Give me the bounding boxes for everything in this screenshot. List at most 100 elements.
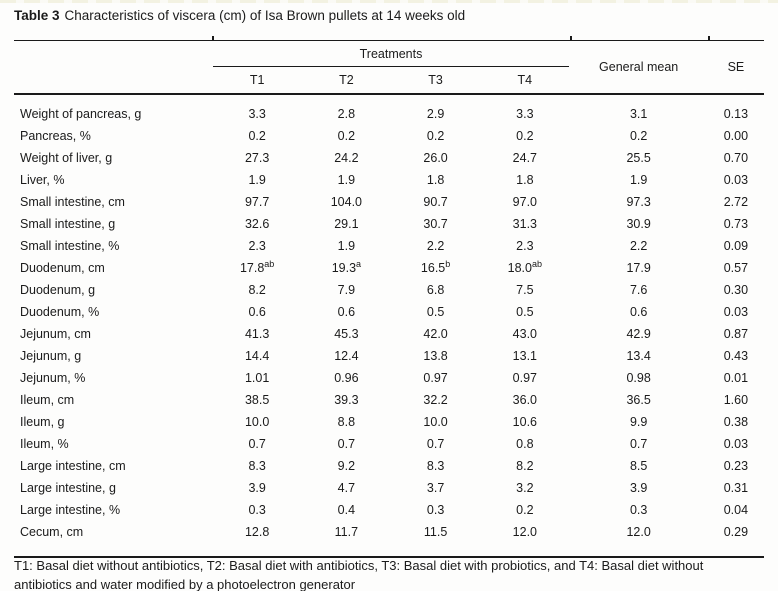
treatment-value-cell: 4.7 <box>337 481 356 495</box>
treatment-value-cell: 2.2 <box>426 239 445 253</box>
table-row: Large intestine, cm 8.3 9.2 8.3 8.2 8.5 0.23 <box>14 455 764 477</box>
treatment-value-cell: 2.3 <box>248 239 266 253</box>
treatment-value-cell: 14.4 <box>244 349 270 363</box>
table-row: Weight of liver, g 27.3 24.2 26.0 24.7 25.5 0.… <box>14 147 764 169</box>
row-label: Jejunum, cm <box>20 327 91 341</box>
table-row: Small intestine, cm 97.7 104.0 90.7 97.0 97.3… <box>14 191 764 213</box>
header-corner-cell <box>14 40 213 95</box>
general-mean-cell: 0.2 <box>629 129 648 143</box>
row-label: Small intestine, cm <box>20 195 125 209</box>
se-cell: 0.03 <box>723 437 749 451</box>
row-label: Duodenum, g <box>20 283 96 297</box>
treatment-value-cell: 32.6 <box>244 217 270 231</box>
table-row: Duodenum, cm 17.8ab 19.3a 16.5b 18.0ab 17.9 0.… <box>14 257 764 279</box>
treatment-value-cell: 7.5 <box>516 283 534 297</box>
row-label: Small intestine, g <box>20 217 116 231</box>
table-caption-text: Characteristics of viscera (cm) of Isa B… <box>64 8 466 23</box>
treatment-value-cell: 16.5b <box>420 258 451 275</box>
treatment-value-cell: 32.2 <box>423 393 448 407</box>
row-label: Large intestine, cm <box>20 459 126 473</box>
row-label: Cecum, cm <box>14 521 213 558</box>
table-row: Ileum, g 10.0 8.8 10.0 10.6 9.9 0.38 <box>14 411 764 433</box>
row-label: Jejunum, % <box>20 371 86 385</box>
treatment-value-cell: 3.3 <box>516 107 534 121</box>
treatment-value-cell: 0.97 <box>423 371 448 385</box>
general-mean-cell: 42.9 <box>626 327 651 341</box>
se-cell: 0.03 <box>723 305 749 319</box>
treatment-value-cell: 0.6 <box>337 305 356 319</box>
row-label: Liver, % <box>20 173 65 187</box>
treatment-col-header-t2: T2 <box>301 66 391 95</box>
treatment-value-cell: 45.3 <box>334 327 359 341</box>
treatment-value-cell: 8.8 <box>337 415 356 429</box>
treatment-value-cell: 1.01 <box>244 371 270 385</box>
table-row: Weight of pancreas, g 3.3 2.8 2.9 3.3 3.1 0.13 <box>14 94 764 125</box>
table-row: Large intestine, % 0.3 0.4 0.3 0.2 0.3 0.04 <box>14 499 764 521</box>
treatment-value-cell: 29.1 <box>334 217 359 231</box>
general-mean-cell: 30.9 <box>626 217 651 231</box>
column-divider-tick <box>212 36 214 41</box>
table-footnote: T1: Basal diet without antibiotics, T2: … <box>14 556 766 591</box>
treatment-value-cell: 31.3 <box>512 217 538 231</box>
treatment-value-cell: 38.5 <box>244 393 270 407</box>
table-row: Cecum, cm 12.8 11.7 11.5 12.0 12.0 0.29 <box>14 521 764 558</box>
table-caption: Table 3 Characteristics of viscera (cm) o… <box>14 8 465 23</box>
general-mean-cell: 3.1 <box>629 107 648 121</box>
treatment-value-cell: 0.2 <box>337 129 356 143</box>
table-row: Pancreas, % 0.2 0.2 0.2 0.2 0.2 0.00 <box>14 125 764 147</box>
general-mean-cell: 8.5 <box>629 459 648 473</box>
treatment-value-cell: 43.0 <box>512 327 538 341</box>
se-cell: 1.60 <box>723 393 749 407</box>
general-mean-cell: 25.5 <box>626 151 651 165</box>
treatment-value-cell: 10.0 <box>244 415 270 429</box>
general-mean-header: General mean <box>569 40 708 95</box>
general-mean-cell: 9.9 <box>629 415 648 429</box>
treatment-value-cell: 3.3 <box>248 107 266 121</box>
row-label: Duodenum, % <box>20 305 100 319</box>
row-label: Pancreas, % <box>20 129 91 143</box>
general-mean-cell: 0.98 <box>626 371 651 385</box>
treatment-value-cell: 27.3 <box>244 151 270 165</box>
se-cell: 0.09 <box>723 239 749 253</box>
se-cell: 0.31 <box>723 481 749 495</box>
treatment-value-cell: 10.6 <box>512 415 538 429</box>
se-cell: 0.70 <box>723 151 749 165</box>
treatment-value-cell: 1.9 <box>248 173 266 187</box>
row-label: Duodenum, cm <box>20 261 105 275</box>
table-row: Liver, % 1.9 1.9 1.8 1.8 1.9 0.03 <box>14 169 764 191</box>
treatment-value-cell: 13.1 <box>512 349 538 363</box>
treatment-value-cell: 8.3 <box>426 459 445 473</box>
table-header: Treatments General mean SE T1 T2 T3 T4 <box>14 40 764 95</box>
treatment-value-cell: 26.0 <box>423 151 448 165</box>
treatment-value-cell: 1.9 <box>337 173 356 187</box>
treatment-value-cell: 0.2 <box>426 129 445 143</box>
treatment-value-cell: 0.7 <box>248 437 266 451</box>
se-cell: 2.72 <box>723 195 749 209</box>
general-mean-cell: 0.6 <box>629 305 648 319</box>
se-cell: 0.29 <box>707 521 764 558</box>
table-row: Duodenum, % 0.6 0.6 0.5 0.5 0.6 0.03 <box>14 301 764 323</box>
se-cell: 0.73 <box>723 217 749 231</box>
general-mean-cell: 0.3 <box>629 503 648 517</box>
row-label: Large intestine, g <box>20 481 116 495</box>
row-label: Jejunum, g <box>20 349 82 363</box>
treatment-value-cell: 0.3 <box>426 503 445 517</box>
se-cell: 0.38 <box>723 415 749 429</box>
table-row: Ileum, % 0.7 0.7 0.7 0.8 0.7 0.03 <box>14 433 764 455</box>
se-cell: 0.87 <box>723 327 749 341</box>
treatment-value-cell: 97.0 <box>512 195 538 209</box>
treatment-value-cell: 0.7 <box>337 437 356 451</box>
row-label: Weight of pancreas, g <box>20 107 142 121</box>
treatment-value-cell: 90.7 <box>423 195 448 209</box>
treatment-value-cell: 18.0ab <box>507 258 543 275</box>
treatment-value-cell: 0.2 <box>248 129 266 143</box>
treatment-value-cell: 0.4 <box>337 503 356 517</box>
treatment-value-cell: 8.2 <box>248 283 266 297</box>
treatment-value-cell: 30.7 <box>423 217 448 231</box>
general-mean-cell: 0.7 <box>629 437 648 451</box>
treatment-value-cell: 1.9 <box>337 239 356 253</box>
treatment-value-cell: 12.8 <box>212 521 302 558</box>
column-divider-tick <box>708 36 710 41</box>
treatment-value-cell: 3.7 <box>426 481 445 495</box>
row-label: Large intestine, % <box>20 503 121 517</box>
